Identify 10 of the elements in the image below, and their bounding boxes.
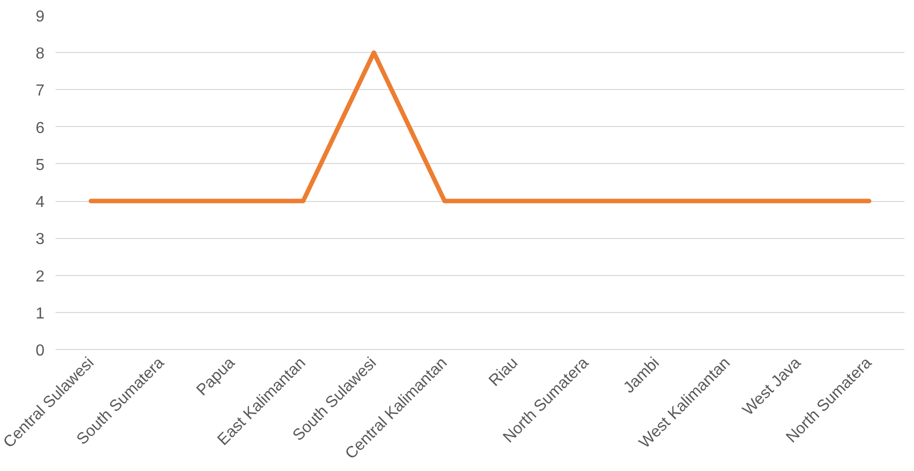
y-tick-label: 3: [36, 231, 45, 248]
y-tick-label: 9: [36, 8, 45, 26]
y-tick-label: 0: [36, 342, 45, 360]
y-tick-label: 8: [36, 46, 45, 63]
y-tick-label: 4: [36, 194, 45, 212]
y-tick-label: 6: [36, 120, 45, 137]
y-tick-label: 7: [36, 82, 45, 100]
y-tick-label: 2: [36, 268, 45, 286]
y-tick-label: 5: [36, 156, 45, 174]
y-tick-label: 1: [36, 305, 45, 322]
